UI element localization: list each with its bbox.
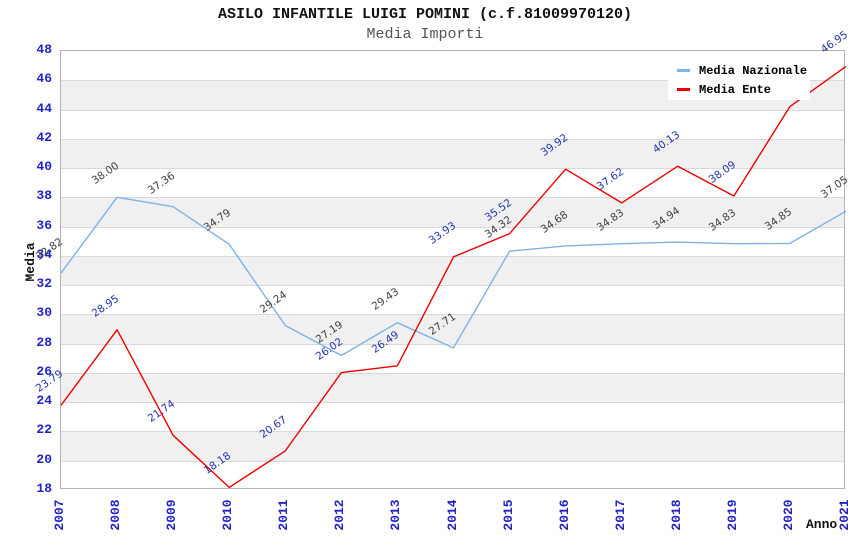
y-tick-label: 32 [36, 276, 52, 292]
legend-swatch-icon [677, 69, 690, 72]
y-tick-label: 34 [36, 246, 52, 262]
y-tick-label: 24 [36, 393, 52, 409]
grid-line [61, 285, 844, 287]
x-tick-label: 2011 [276, 499, 292, 531]
x-tick-label: 2016 [556, 499, 572, 531]
x-tick-label: 2014 [444, 499, 460, 531]
grid-line [61, 197, 844, 199]
grid-line [61, 168, 844, 170]
plot-area [60, 50, 847, 489]
legend-item: Media Ente [668, 80, 810, 99]
x-axis-title: Anno [806, 517, 838, 532]
x-tick-label: 2007 [52, 499, 67, 531]
x-tick-label: 2020 [780, 499, 796, 531]
y-tick-label: 18 [36, 481, 52, 496]
plot-band [61, 431, 844, 461]
grid-line [61, 226, 844, 228]
series-line-media-ente [60, 65, 847, 489]
grid-line [61, 372, 844, 374]
grid-line [61, 343, 844, 345]
y-tick-label: 26 [36, 363, 52, 379]
legend-item: Media Nazionale [668, 61, 810, 80]
x-tick-label: 2012 [332, 499, 348, 531]
y-tick-label: 42 [36, 129, 52, 145]
plot-band [61, 372, 844, 403]
y-tick-label: 48 [36, 42, 52, 57]
x-tick-label: 2015 [500, 499, 516, 531]
grid-line [61, 109, 844, 111]
series-lines [60, 65, 847, 489]
x-tick-label: 2019 [724, 499, 740, 531]
chart-title: ASILO INFANTILE LUIGI POMINI (c.f.810099… [217, 6, 633, 23]
grid-line [61, 314, 844, 316]
plot-band [61, 314, 844, 344]
legend-label: Media Ente [699, 82, 772, 97]
x-tick-label: 2017 [612, 499, 628, 531]
legend-swatch-icon [677, 88, 690, 91]
y-tick-label: 38 [36, 188, 52, 204]
series-line-media-nazionale [60, 196, 847, 357]
x-tick-label: 2018 [668, 499, 684, 531]
y-tick-label: 22 [36, 422, 52, 438]
y-tick-label: 40 [36, 159, 52, 175]
grid-line [61, 431, 844, 433]
grid-line [61, 255, 844, 257]
y-tick-label: 28 [36, 334, 52, 350]
y-tick-label: 36 [36, 217, 52, 233]
x-tick-label: 2010 [220, 499, 236, 531]
x-tick-label: 2021 [837, 499, 850, 531]
chart-subtitle: Media Importi [366, 26, 484, 43]
y-tick-label: 46 [36, 71, 52, 87]
legend: Media Nazionale Media Ente [668, 58, 810, 100]
grid-line [61, 80, 844, 82]
plot-band [61, 255, 844, 286]
x-tick-label: 2013 [388, 499, 404, 531]
grid-line [61, 402, 844, 404]
y-tick-label: 20 [36, 451, 52, 467]
plot-band [61, 138, 844, 169]
y-axis-title: Media [23, 242, 38, 282]
y-tick-label: 30 [36, 305, 52, 321]
x-tick-label: 2008 [108, 499, 124, 531]
grid-line [61, 460, 844, 462]
grid-line [61, 138, 844, 140]
x-tick-label: 2009 [164, 499, 180, 531]
plot-band [61, 197, 844, 227]
y-tick-label: 44 [36, 100, 52, 116]
legend-label: Media Nazionale [699, 63, 808, 78]
